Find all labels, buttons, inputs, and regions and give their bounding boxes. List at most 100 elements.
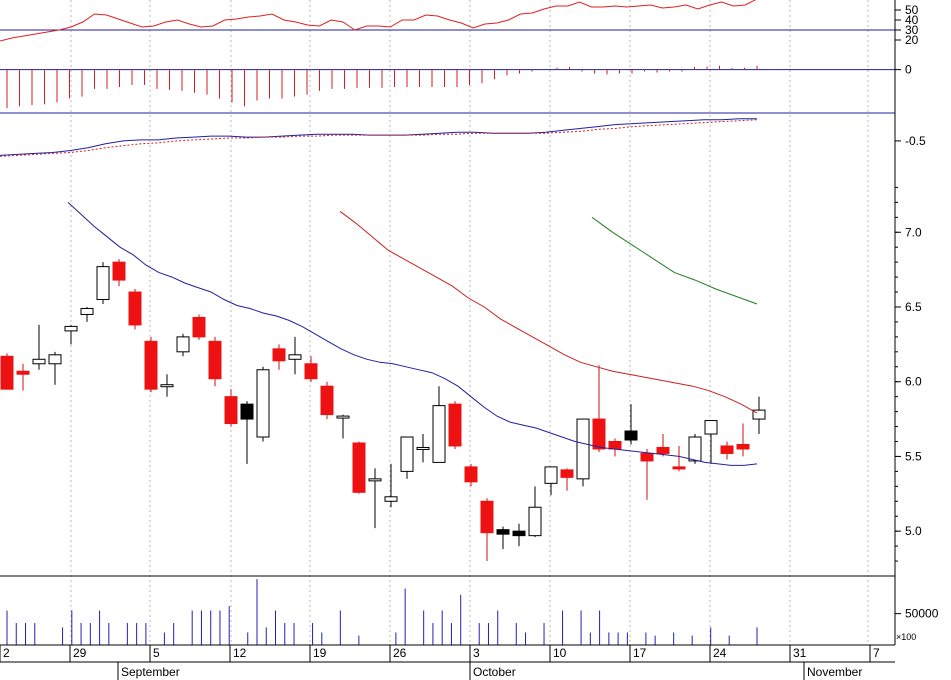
candle-body [16,370,30,375]
candle-body [448,403,462,447]
candle [656,434,670,457]
day-label: 29 [73,646,87,660]
candle [400,436,414,479]
candle [352,441,366,494]
candle [0,353,14,390]
day-label: 3 [473,646,480,660]
candle-body [416,446,430,450]
price-panel [0,202,766,562]
candle [240,401,254,464]
candle [16,363,30,391]
candle [496,526,510,550]
macd-signal-line [0,119,758,157]
candle-body [512,530,526,537]
candle [192,314,206,340]
candle-body [96,266,110,301]
candle-body [224,396,238,425]
macd-panel [0,118,758,157]
month-label: November [807,665,862,679]
candle-body [560,469,574,478]
candle-body [32,358,46,365]
volume-panel [6,579,758,645]
day-label: 10 [553,646,567,660]
candle-body [176,336,190,353]
day-label: 26 [393,646,407,660]
candle-body [384,496,398,502]
candle-body [368,478,382,482]
date-axis: 2 29 5 12 19 26 3 10 17 24 31 7 September October Nove… [0,645,895,680]
candle [432,386,446,463]
candle [48,351,62,385]
y-tick-label: 50000 [905,607,939,621]
candle-body [544,466,558,484]
candle [480,498,494,562]
candle-body [624,430,638,441]
candle [64,324,78,345]
candle-body [752,409,766,420]
y-tick-label: 5.0 [905,524,922,538]
candle-body [496,529,510,535]
candle-body [0,355,14,390]
candle [704,420,718,464]
candle-body [112,261,126,281]
candle [32,324,46,370]
candle [144,336,158,393]
rsi-line [0,0,757,42]
candle [208,336,222,387]
day-label: 31 [793,646,807,660]
y-tick-label: 6.0 [905,375,922,389]
candle-body [640,452,654,462]
candle-body [80,307,94,315]
y-tick-label: 6.5 [905,300,922,314]
candle-body [240,403,254,420]
candle-body [144,340,158,390]
histogram-panel [0,65,895,114]
candle [736,423,750,457]
candle [160,374,174,397]
y-tick-label: -0.5 [905,134,926,148]
month-label: October [473,665,516,679]
candle [576,418,590,487]
candle [464,463,478,487]
candle [272,344,286,370]
candle [592,365,606,452]
candle [672,445,686,472]
candle-body [304,363,318,380]
candle [560,468,574,491]
y-tick-label: 50 [905,3,919,17]
candle [256,366,270,442]
candle [80,306,94,322]
candle [96,262,110,304]
candle-body [160,384,174,388]
candle [688,434,702,464]
candle-body [736,443,750,450]
macd-line [0,118,757,156]
candle-body [528,506,542,537]
candle [640,448,654,500]
candle-body [128,291,142,326]
day-label: 17 [633,646,647,660]
candle-body [608,440,622,450]
day-label: 2 [3,646,10,660]
volume-multiplier-label: ×100 [896,632,916,642]
candle-body [336,415,350,419]
candle-body [48,354,62,365]
candle-body [592,418,606,450]
y-tick-label: 7.0 [905,225,922,239]
y-tick-label: 0 [905,63,912,77]
candle-body [704,420,718,435]
axis-frame [0,0,896,646]
candle-body [208,340,222,380]
moving-average-line [67,202,758,466]
candle-body [464,466,478,483]
candle [128,289,142,330]
moving-average-line [339,210,758,414]
rsi-panel [0,0,895,42]
candle [544,466,558,496]
candle [336,414,350,439]
candle [448,401,462,449]
candle-body [272,348,286,362]
